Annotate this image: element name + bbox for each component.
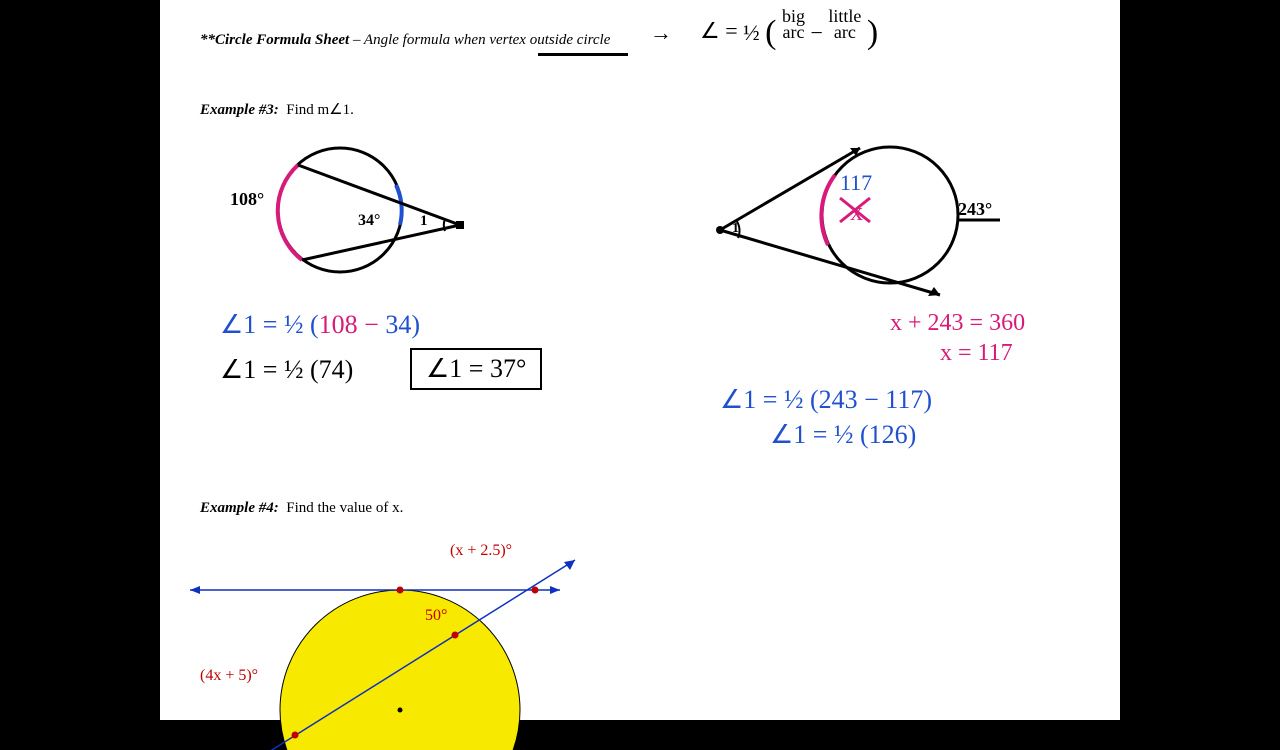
title-prefix: **Circle Formula Sheet	[200, 32, 349, 48]
title-rest: – Angle formula when vertex outside circ…	[349, 32, 610, 48]
ex3-right-117: 117	[840, 170, 872, 195]
example3-label: Example #3: Find m∠1.	[200, 100, 354, 119]
l1pre: ∠1 = ½ (	[220, 310, 319, 339]
example3-tag: Example #3:	[200, 102, 279, 118]
ex3-right-solve1: x + 243 = 360	[890, 310, 1025, 337]
ex4-label-50: 50°	[425, 607, 447, 624]
ex3-left-line2: ∠1 = ½ (74)	[220, 355, 353, 385]
ex4-label-left: (4x + 5)°	[200, 667, 258, 684]
right-black-bar	[1120, 0, 1280, 720]
ex3-left-34: 34°	[358, 212, 380, 229]
l1m: −	[358, 310, 386, 339]
formula-expression: ∠ = ½ ( bigarc − littlearc )	[700, 8, 878, 50]
ex3-right-243: 243°	[958, 199, 992, 219]
ex3-right-line2: ∠1 = ½ (126)	[770, 420, 916, 450]
formula-arrow: →	[650, 20, 672, 46]
ex3-left-answer: ∠1 = 37°	[410, 348, 542, 390]
ex3-left-angle1: 1	[420, 213, 428, 229]
ex3-right-line1: ∠1 = ½ (243 − 117)	[720, 385, 932, 415]
ex3-right-diagram: 1 243° 117 x	[700, 120, 1020, 320]
underline-outside	[538, 50, 628, 56]
ex3-right-solve2: x = 117	[940, 340, 1013, 367]
l1a: 108	[319, 310, 358, 339]
ex4-label-top: (x + 2.5)°	[450, 542, 512, 559]
ex4-diagram: (x + 2.5)° 50° (4x + 5)°	[180, 520, 620, 750]
worksheet-page: **Circle Formula Sheet – Angle formula w…	[160, 0, 1120, 720]
example4-label: Example #4: Find the value of x.	[200, 500, 403, 517]
l1b: 34	[385, 310, 411, 339]
example4-prompt: Find the value of x.	[286, 500, 403, 516]
example3-prompt: Find m∠1.	[286, 102, 354, 118]
ex3-left-diagram: 108° 34° 1	[220, 125, 480, 305]
ex3-left-line1: ∠1 = ½ (108 − 34)	[220, 310, 420, 340]
l1post: )	[411, 310, 420, 339]
left-black-bar	[0, 0, 160, 720]
sheet-title: **Circle Formula Sheet – Angle formula w…	[200, 32, 610, 49]
ex3-left-108: 108°	[230, 189, 264, 209]
example4-tag: Example #4:	[200, 500, 279, 516]
